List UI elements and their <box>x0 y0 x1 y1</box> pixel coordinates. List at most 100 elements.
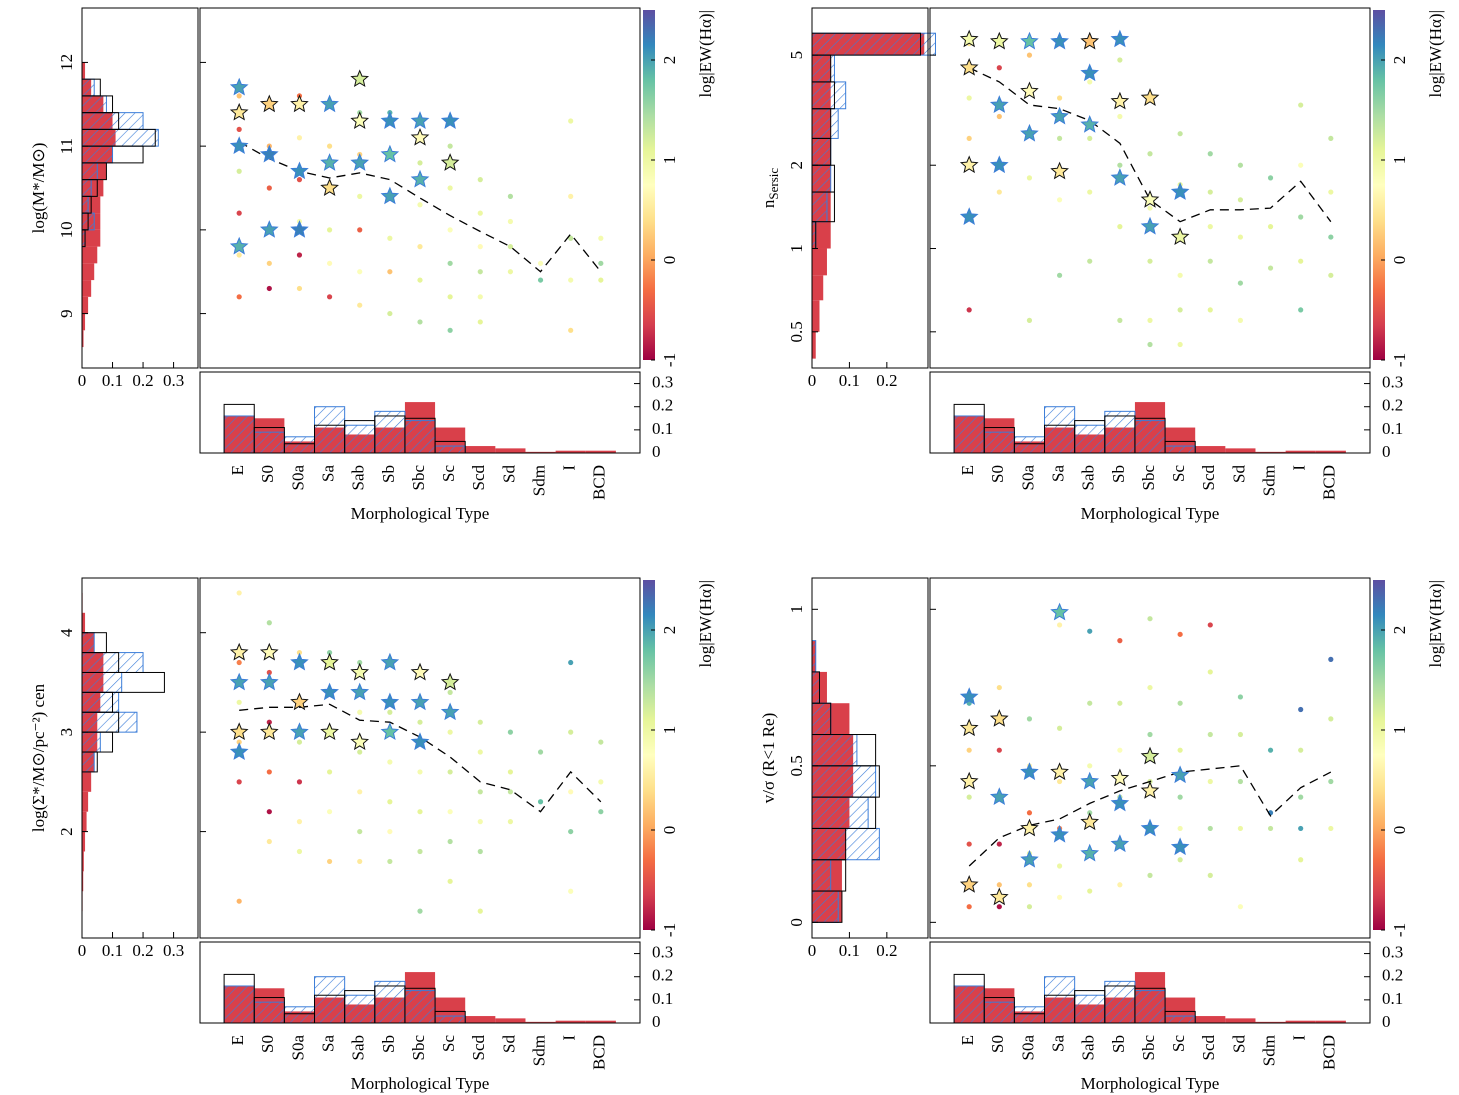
category-label: Scd <box>1199 1035 1218 1061</box>
point <box>236 590 242 596</box>
star <box>440 702 460 721</box>
y-tick-label: 12 <box>57 54 76 71</box>
left-hist-bar <box>82 612 86 633</box>
category-label: Sbc <box>409 1035 428 1061</box>
point <box>477 244 483 250</box>
point <box>1117 882 1123 888</box>
bottom-hist-y-tick-label: 0.3 <box>652 942 673 961</box>
y-tick-label: 5 <box>787 51 806 60</box>
point <box>387 858 393 865</box>
bottom-hist-y-tick-label: 0.1 <box>652 419 673 438</box>
point <box>236 210 242 216</box>
left-hist-bar <box>812 331 816 359</box>
y-tick-label: 10 <box>57 221 76 238</box>
point <box>1237 731 1244 738</box>
star <box>259 672 279 691</box>
star <box>959 155 979 174</box>
point <box>1298 307 1304 313</box>
colorbar-label: log|EW(Hα)| <box>1426 580 1445 667</box>
left-hist-bar <box>82 246 98 264</box>
median-line <box>968 67 1332 223</box>
point <box>326 809 333 815</box>
star <box>1080 63 1100 82</box>
bottom-hist-y-tick-label: 0.2 <box>652 966 673 985</box>
star <box>1020 762 1039 781</box>
left-hist-bar <box>811 640 817 673</box>
bottom-hist-y-tick-label: 0.2 <box>1382 966 1403 985</box>
star <box>440 111 460 129</box>
category-label: BCD <box>590 465 609 500</box>
point <box>326 294 333 300</box>
bottom-hist-bar <box>465 1016 496 1023</box>
point <box>598 779 604 785</box>
left-hist-bar <box>811 81 847 110</box>
category-label: Sab <box>349 465 368 491</box>
bottom-hist-bar <box>1164 1015 1196 1024</box>
bottom-hist-bar <box>434 445 466 454</box>
bottom-hist-bar <box>953 415 985 454</box>
main-frame <box>199 7 641 369</box>
point <box>447 327 453 333</box>
point <box>266 719 272 725</box>
left-hist-x-tick-label: 0.3 <box>163 941 184 960</box>
star <box>959 57 979 76</box>
category-label: Sdm <box>1259 465 1278 496</box>
category-label: Sab <box>1079 1035 1098 1061</box>
point <box>447 809 453 815</box>
point <box>447 143 453 149</box>
point <box>296 819 303 825</box>
point <box>1117 113 1123 120</box>
category-label: S0a <box>1018 1035 1037 1061</box>
point <box>1177 341 1183 348</box>
point <box>568 888 574 894</box>
point <box>598 260 604 266</box>
point <box>1328 272 1334 278</box>
point <box>568 193 574 199</box>
point <box>387 235 393 241</box>
left-hist-bar <box>811 702 832 736</box>
point <box>1207 778 1213 785</box>
point <box>1328 825 1334 832</box>
star <box>410 127 430 146</box>
point <box>1117 224 1123 230</box>
point <box>326 649 333 656</box>
star <box>320 94 339 113</box>
point <box>1087 135 1093 142</box>
point <box>1207 622 1213 628</box>
star <box>380 111 400 129</box>
left-hist-bar <box>82 229 101 247</box>
point <box>1328 716 1334 722</box>
point <box>1237 197 1244 203</box>
point <box>296 779 303 785</box>
star <box>410 692 430 711</box>
point <box>236 699 242 705</box>
point <box>447 260 453 266</box>
star <box>959 207 979 225</box>
star <box>229 136 249 155</box>
point <box>417 160 423 166</box>
point <box>387 828 393 835</box>
star <box>1140 189 1160 208</box>
category-label: Sd <box>499 1035 518 1053</box>
left-hist-bar <box>811 164 832 193</box>
star <box>1110 168 1130 186</box>
point <box>266 620 272 626</box>
left-hist-bar <box>81 78 95 97</box>
star <box>1170 837 1190 856</box>
bottom-hist-bar <box>223 985 255 1024</box>
point <box>417 848 423 855</box>
left-hist-bar <box>811 221 817 250</box>
point <box>568 729 574 735</box>
y-axis-label: log(M*/M⊙) <box>29 143 48 234</box>
category-label: Scd <box>469 465 488 491</box>
point <box>357 302 363 308</box>
point <box>1087 888 1093 894</box>
bottom-hist-bar <box>1134 990 1166 1024</box>
colorbar-tick-label: -1 <box>1390 923 1409 937</box>
left-hist-bar <box>811 734 858 767</box>
bottom-hist-bar <box>525 451 556 453</box>
bottom-hist-bar <box>1315 450 1346 453</box>
point <box>1207 189 1213 195</box>
point <box>477 210 483 216</box>
category-label: Sb <box>1109 1035 1128 1053</box>
